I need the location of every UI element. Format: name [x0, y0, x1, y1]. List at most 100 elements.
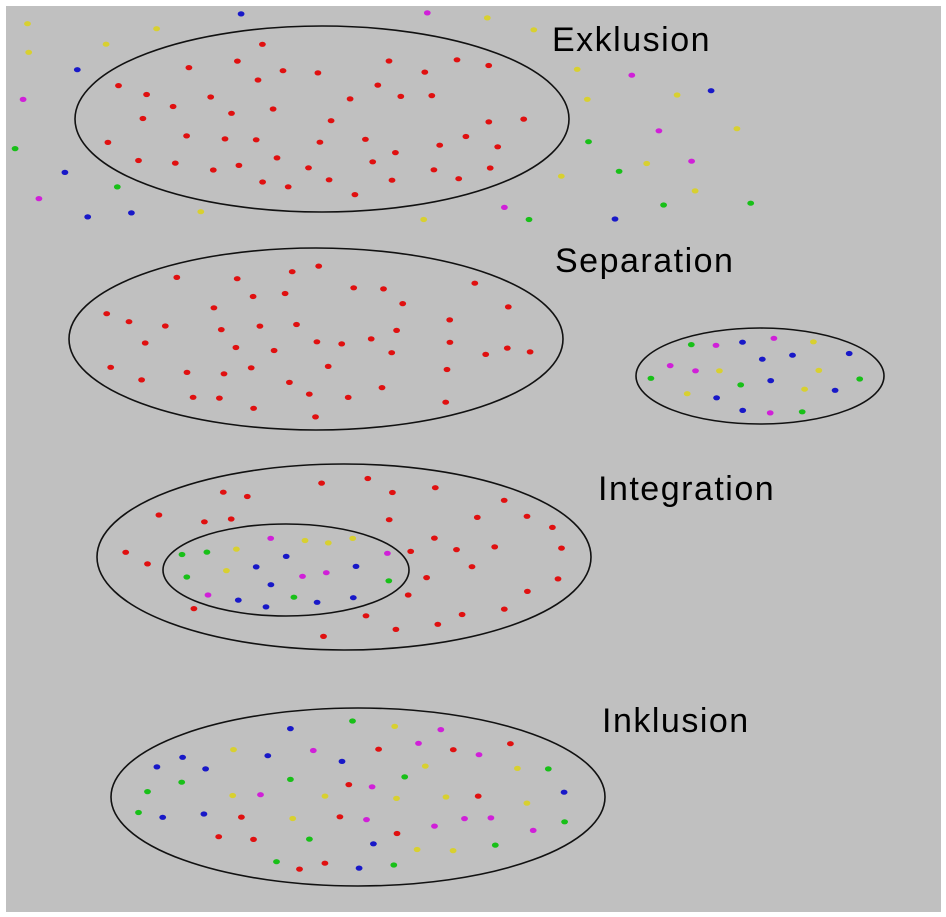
integration-dots [122, 475, 565, 640]
mixed-dot [363, 817, 370, 823]
red-dot [107, 364, 115, 370]
red-dot [520, 116, 528, 122]
outsider-dot [691, 188, 699, 194]
red-dot [201, 519, 208, 525]
exklusion-circle [74, 25, 570, 213]
outsider-dot [655, 128, 663, 134]
red-dot [216, 395, 223, 401]
mixed-dot [770, 335, 778, 341]
red-dot [380, 286, 387, 292]
mixed-dot [229, 792, 237, 799]
red-dot [144, 561, 151, 567]
red-dot [189, 394, 197, 400]
red-dot [143, 91, 151, 98]
red-dot [362, 136, 369, 142]
label-separation: Separation [555, 242, 734, 280]
panel-separation: Separation [68, 242, 885, 431]
mixed-dot [431, 823, 438, 829]
mixed-dot [267, 582, 275, 588]
red-dot [482, 351, 490, 357]
mixed-dot [491, 842, 499, 848]
diagram-background [6, 6, 941, 912]
mixed-dot [355, 865, 363, 871]
red-dot [314, 70, 322, 76]
label-inklusion: Inklusion [602, 702, 750, 740]
red-dot [217, 327, 225, 333]
outsider-dot [615, 168, 623, 174]
red-dot [431, 485, 439, 491]
red-dot [327, 118, 335, 124]
red-dot [446, 339, 454, 345]
red-dot [458, 611, 466, 618]
outsider-dot [660, 202, 667, 208]
mixed-dot [153, 764, 161, 770]
red-dot [453, 57, 461, 63]
outsider-dot [420, 216, 428, 223]
mixed-dot [349, 718, 356, 724]
red-dot [554, 576, 562, 582]
red-dot [220, 371, 228, 377]
mixed-dot [384, 550, 391, 556]
red-dot [392, 150, 399, 156]
mixed-dot [461, 816, 468, 822]
mixed-dot [415, 740, 422, 746]
red-dot [455, 176, 463, 182]
red-dot [232, 344, 240, 351]
red-dot [173, 274, 181, 280]
mixed-dot [739, 407, 747, 413]
mixed-dot [299, 573, 306, 579]
outsider-dot [747, 200, 755, 206]
mixed-dot [135, 809, 142, 816]
red-dot [443, 366, 451, 373]
red-dot [351, 192, 359, 198]
red-dot [491, 544, 499, 550]
red-dot [500, 497, 508, 503]
mixed-dot [390, 862, 398, 868]
red-dot [388, 177, 396, 183]
mixed-dot [321, 793, 329, 799]
red-dot [104, 139, 112, 145]
red-dot [227, 516, 235, 522]
inklusion-circle [110, 707, 606, 887]
outsider-dot [73, 67, 81, 73]
red-dot [558, 545, 565, 551]
mixed-dot [179, 754, 187, 760]
mixed-dot [336, 814, 344, 820]
red-dot [288, 269, 296, 275]
outsider-dot [628, 72, 636, 78]
red-dot [270, 347, 278, 354]
mixed-dot [391, 723, 399, 730]
mixed-dot [338, 758, 346, 765]
red-dot [252, 137, 260, 143]
mixed-dot [289, 815, 297, 822]
red-dot [350, 285, 358, 291]
mixed-dot [264, 753, 272, 759]
mixed-dot [349, 535, 357, 542]
mixed-dot [801, 386, 808, 392]
mixed-dot [159, 814, 167, 820]
mixed-dot [789, 352, 796, 358]
outsider-dot [733, 126, 741, 132]
red-dot [338, 341, 346, 347]
outsider-dot [153, 26, 161, 32]
mixed-dot [322, 570, 330, 576]
mixed-dot [257, 792, 264, 798]
mixed-dot [442, 794, 450, 800]
red-dot [103, 311, 111, 317]
red-dot [346, 96, 354, 102]
integration-outer-circle [96, 463, 592, 651]
outsider-dot [25, 49, 33, 55]
outsider-dot [501, 204, 508, 210]
red-dot [141, 340, 149, 346]
mixed-dot [230, 747, 237, 753]
mixed-dot [687, 342, 695, 348]
mixed-dot [507, 741, 514, 747]
mixed-dot [368, 784, 376, 790]
red-dot [233, 276, 241, 282]
red-dot [453, 547, 460, 553]
red-dot [421, 69, 429, 75]
mixed-dot [262, 604, 270, 610]
mixed-dot [393, 830, 401, 837]
red-dot [247, 365, 255, 371]
